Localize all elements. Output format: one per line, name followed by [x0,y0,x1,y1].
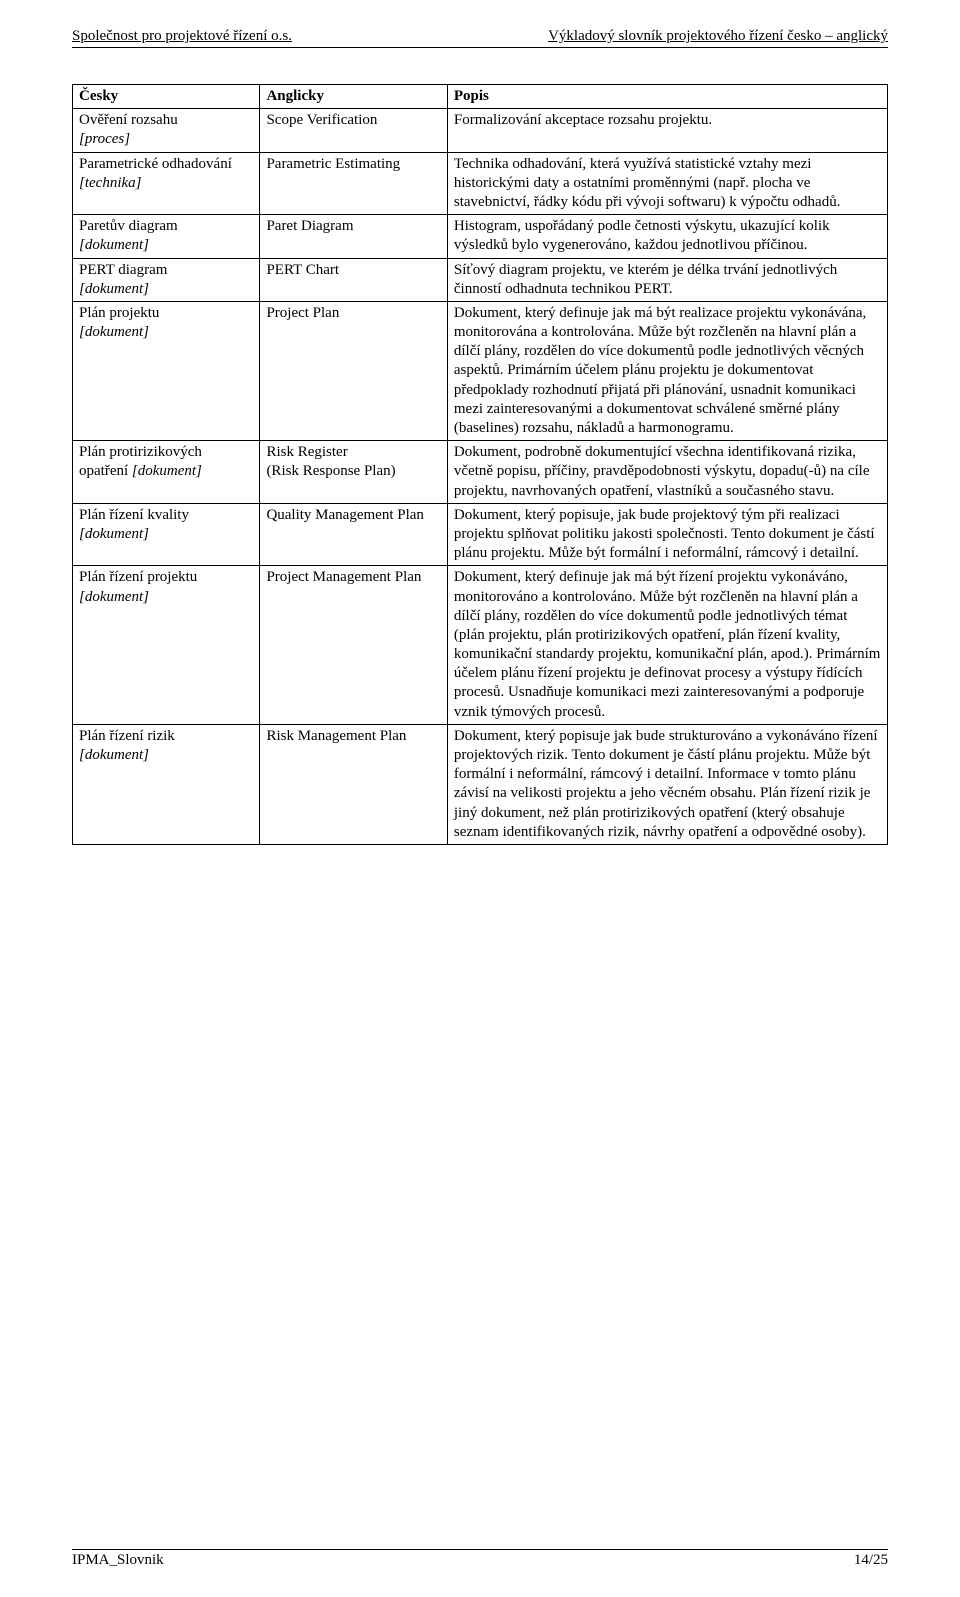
cell-anglicky: Paret Diagram [260,215,447,258]
cell-anglicky: Project Plan [260,301,447,440]
term-text: Plán řízení projektu [79,569,197,585]
cell-popis: Dokument, který popisuje jak bude strukt… [447,724,887,844]
term-type: [dokument] [79,237,149,253]
cell-cesky: Plán protirizikových opatření [dokument] [73,441,260,504]
cell-popis: Formalizování akceptace rozsahu projektu… [447,109,887,152]
col-header-anglicky: Anglicky [260,85,447,109]
term-text: Paretův diagram [79,218,178,234]
cell-cesky: Paretův diagram [dokument] [73,215,260,258]
term-text: Plán projektu [79,305,159,321]
cell-anglicky: Parametric Estimating [260,152,447,215]
term-text: Plán řízení rizik [79,728,175,744]
header-left: Společnost pro projektové řízení o.s. [72,28,292,45]
cell-cesky: Parametrické odhadování [technika] [73,152,260,215]
table-row: Plán řízení kvality [dokument] Quality Man… [73,503,888,566]
term-type: [dokument] [79,281,149,297]
term-type: [dokument] [79,526,149,542]
term-text: Ověření rozsahu [79,112,178,128]
cell-cesky: Ověření rozsahu [proces] [73,109,260,152]
cell-popis: Histogram, uspořádaný podle četnosti výs… [447,215,887,258]
table-header-row: Česky Anglicky Popis [73,85,888,109]
table-row: PERT diagram [dokument] PERT ChartSíťový d… [73,258,888,301]
table-row: Parametrické odhadování[technika]Paramet… [73,152,888,215]
footer-left: IPMA_Slovnik [72,1552,164,1569]
term-text: Parametrické odhadování [79,156,232,172]
cell-popis: Dokument, který definuje jak má být real… [447,301,887,440]
cell-anglicky: Risk Management Plan [260,724,447,844]
term-type: [dokument] [79,589,149,605]
cell-anglicky: Quality Management Plan [260,503,447,566]
cell-cesky: Plán řízení projektu [dokument] [73,566,260,725]
footer-right: 14/25 [854,1552,888,1569]
col-header-cesky: Česky [73,85,260,109]
col-header-popis: Popis [447,85,887,109]
cell-cesky: Plán řízení rizik [dokument] [73,724,260,844]
term-type: [proces] [79,131,130,147]
cell-anglicky: Risk Register(Risk Response Plan) [260,441,447,504]
term-type: [dokument] [79,747,149,763]
cell-cesky: Plán projektu [dokument] [73,301,260,440]
cell-popis: Technika odhadování, která využívá stati… [447,152,887,215]
cell-popis: Síťový diagram projektu, ve kterém je dé… [447,258,887,301]
table-row: Ověření rozsahu [proces] Scope Verificatio… [73,109,888,152]
term-text: Plán řízení kvality [79,507,189,523]
term-type: [dokument] [132,463,202,479]
page-header: Společnost pro projektové řízení o.s. Vý… [72,28,888,48]
header-right: Výkladový slovník projektového řízení če… [548,28,888,45]
cell-anglicky: Scope Verification [260,109,447,152]
cell-popis: Dokument, podrobně dokumentující všechna… [447,441,887,504]
cell-popis: Dokument, který popisuje, jak bude proje… [447,503,887,566]
glossary-table: Česky Anglicky Popis Ověření rozsahu [pro… [72,84,888,845]
cell-anglicky: Project Management Plan [260,566,447,725]
page-footer: IPMA_Slovnik 14/25 [72,1549,888,1569]
term-type: [dokument] [79,324,149,340]
table-row: Plán protirizikových opatření [dokument]… [73,441,888,504]
term-text: PERT diagram [79,262,167,278]
cell-anglicky: PERT Chart [260,258,447,301]
cell-cesky: Plán řízení kvality [dokument] [73,503,260,566]
table-row: Plán projektu [dokument] Project PlanDokum… [73,301,888,440]
cell-cesky: PERT diagram [dokument] [73,258,260,301]
table-row: Plán řízení projektu [dokument] Project Ma… [73,566,888,725]
table-row: Plán řízení rizik [dokument] Risk Manageme… [73,724,888,844]
cell-popis: Dokument, který definuje jak má být říze… [447,566,887,725]
term-type: [technika] [79,175,141,191]
table-row: Paretův diagram [dokument] Paret DiagramHi… [73,215,888,258]
